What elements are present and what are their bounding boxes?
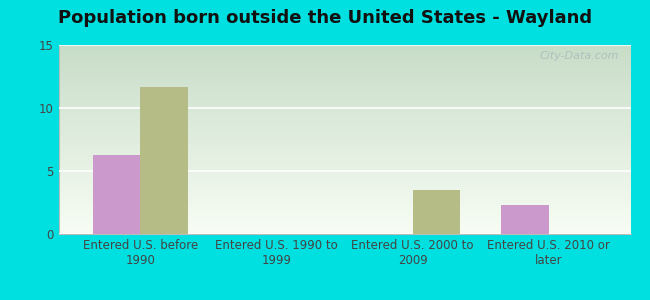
Text: Population born outside the United States - Wayland: Population born outside the United State…	[58, 9, 592, 27]
Bar	[501, 205, 549, 234]
Bar	[140, 87, 188, 234]
Bar	[413, 190, 460, 234]
Bar	[92, 154, 140, 234]
Text: City-Data.com: City-Data.com	[540, 51, 619, 61]
